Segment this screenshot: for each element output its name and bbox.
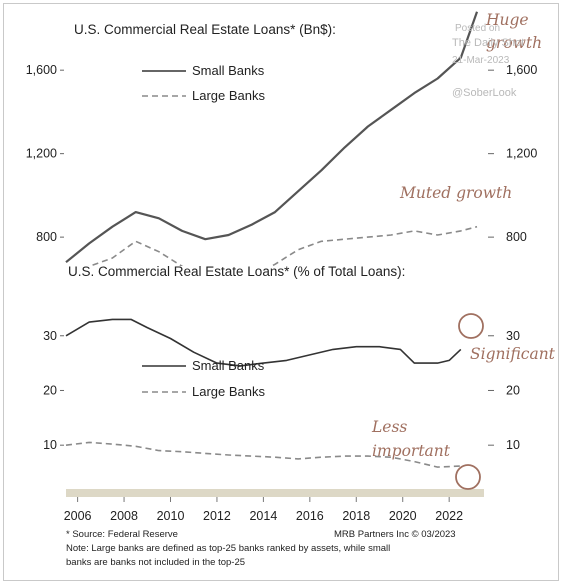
y-tick-label-right: 1,600 (506, 63, 537, 77)
y-tick-label-left: 800 (36, 230, 57, 244)
highlight-circle-significant (458, 313, 484, 339)
series-line-bottom-large-banks (65, 441, 461, 468)
highlight-circle-less-important (455, 464, 481, 490)
y-tick-label-left: 1,200 (26, 147, 57, 161)
y-tick-label-right: 10 (506, 438, 520, 452)
x-tick-label: 2022 (435, 509, 463, 523)
legend-label-small-top: Small Banks (192, 63, 265, 78)
bottom-chart-y-ticks: 30 30 20 20 10 10 (43, 329, 520, 452)
annotation-muted-growth: Muted growth (399, 184, 512, 202)
x-tick-label: 2006 (64, 509, 92, 523)
y-tick-label-right: 30 (506, 329, 520, 343)
annotation-less: Less (371, 418, 407, 436)
watermark-posted: Posted on (455, 23, 500, 34)
legend-label-large-bottom: Large Banks (192, 384, 265, 399)
y-tick-label-left: 1,600 (26, 63, 57, 77)
series-line-top-large-banks (88, 225, 478, 266)
annotation-important: important (372, 442, 451, 460)
y-tick-label-left: 30 (43, 329, 57, 343)
footer-note-line1: Note: Large banks are defined as top-25 … (66, 543, 390, 554)
legend-label-large-top: Large Banks (192, 88, 265, 103)
x-tick-label: 2018 (342, 509, 370, 523)
annotation-significant: Significant (470, 345, 556, 363)
top-chart-y-ticks: 1,600 1,600 1,200 1,200 800 800 (26, 63, 538, 244)
x-tick-label: 2016 (296, 509, 324, 523)
watermark-handle: @SoberLook (452, 87, 517, 99)
watermark-date: 21-Mar-2023 (452, 55, 510, 66)
series-layer (65, 11, 479, 468)
top-chart-title: U.S. Commercial Real Estate Loans* (Bn$)… (74, 22, 336, 37)
watermark-site: The Daily Shot (452, 37, 524, 49)
y-tick-label-right: 800 (506, 230, 527, 244)
y-tick-label-right: 1,200 (506, 147, 537, 161)
y-tick-label-right: 20 (506, 383, 520, 397)
annotation-growth: growth (486, 34, 542, 52)
series-line-bottom-small-banks (65, 318, 462, 367)
x-tick-label: 2020 (389, 509, 417, 523)
chart-frame (3, 3, 559, 581)
annotation-huge: Huge (485, 11, 529, 29)
x-tick-label: 2012 (203, 509, 231, 523)
footer-note-line2: banks are banks not included in the top-… (66, 557, 245, 568)
x-tick-label: 2008 (110, 509, 138, 523)
x-tick-label: 2014 (249, 509, 277, 523)
x-tick-label: 2010 (157, 509, 185, 523)
bottom-chart-title: U.S. Commercial Real Estate Loans* (% of… (68, 264, 405, 279)
legend-label-small-bottom: Small Banks (192, 358, 265, 373)
x-axis-ticks: 2006 2008 2010 2012 2014 2016 2018 2020 2022 (64, 497, 463, 523)
x-axis-band (66, 489, 484, 497)
footer-credit: MRB Partners Inc © 03/2023 (334, 529, 456, 540)
y-tick-label-left: 20 (43, 383, 57, 397)
footer-source: * Source: Federal Reserve (66, 529, 178, 540)
y-tick-label-left: 10 (43, 438, 57, 452)
series-line-top-small-banks (65, 11, 479, 264)
